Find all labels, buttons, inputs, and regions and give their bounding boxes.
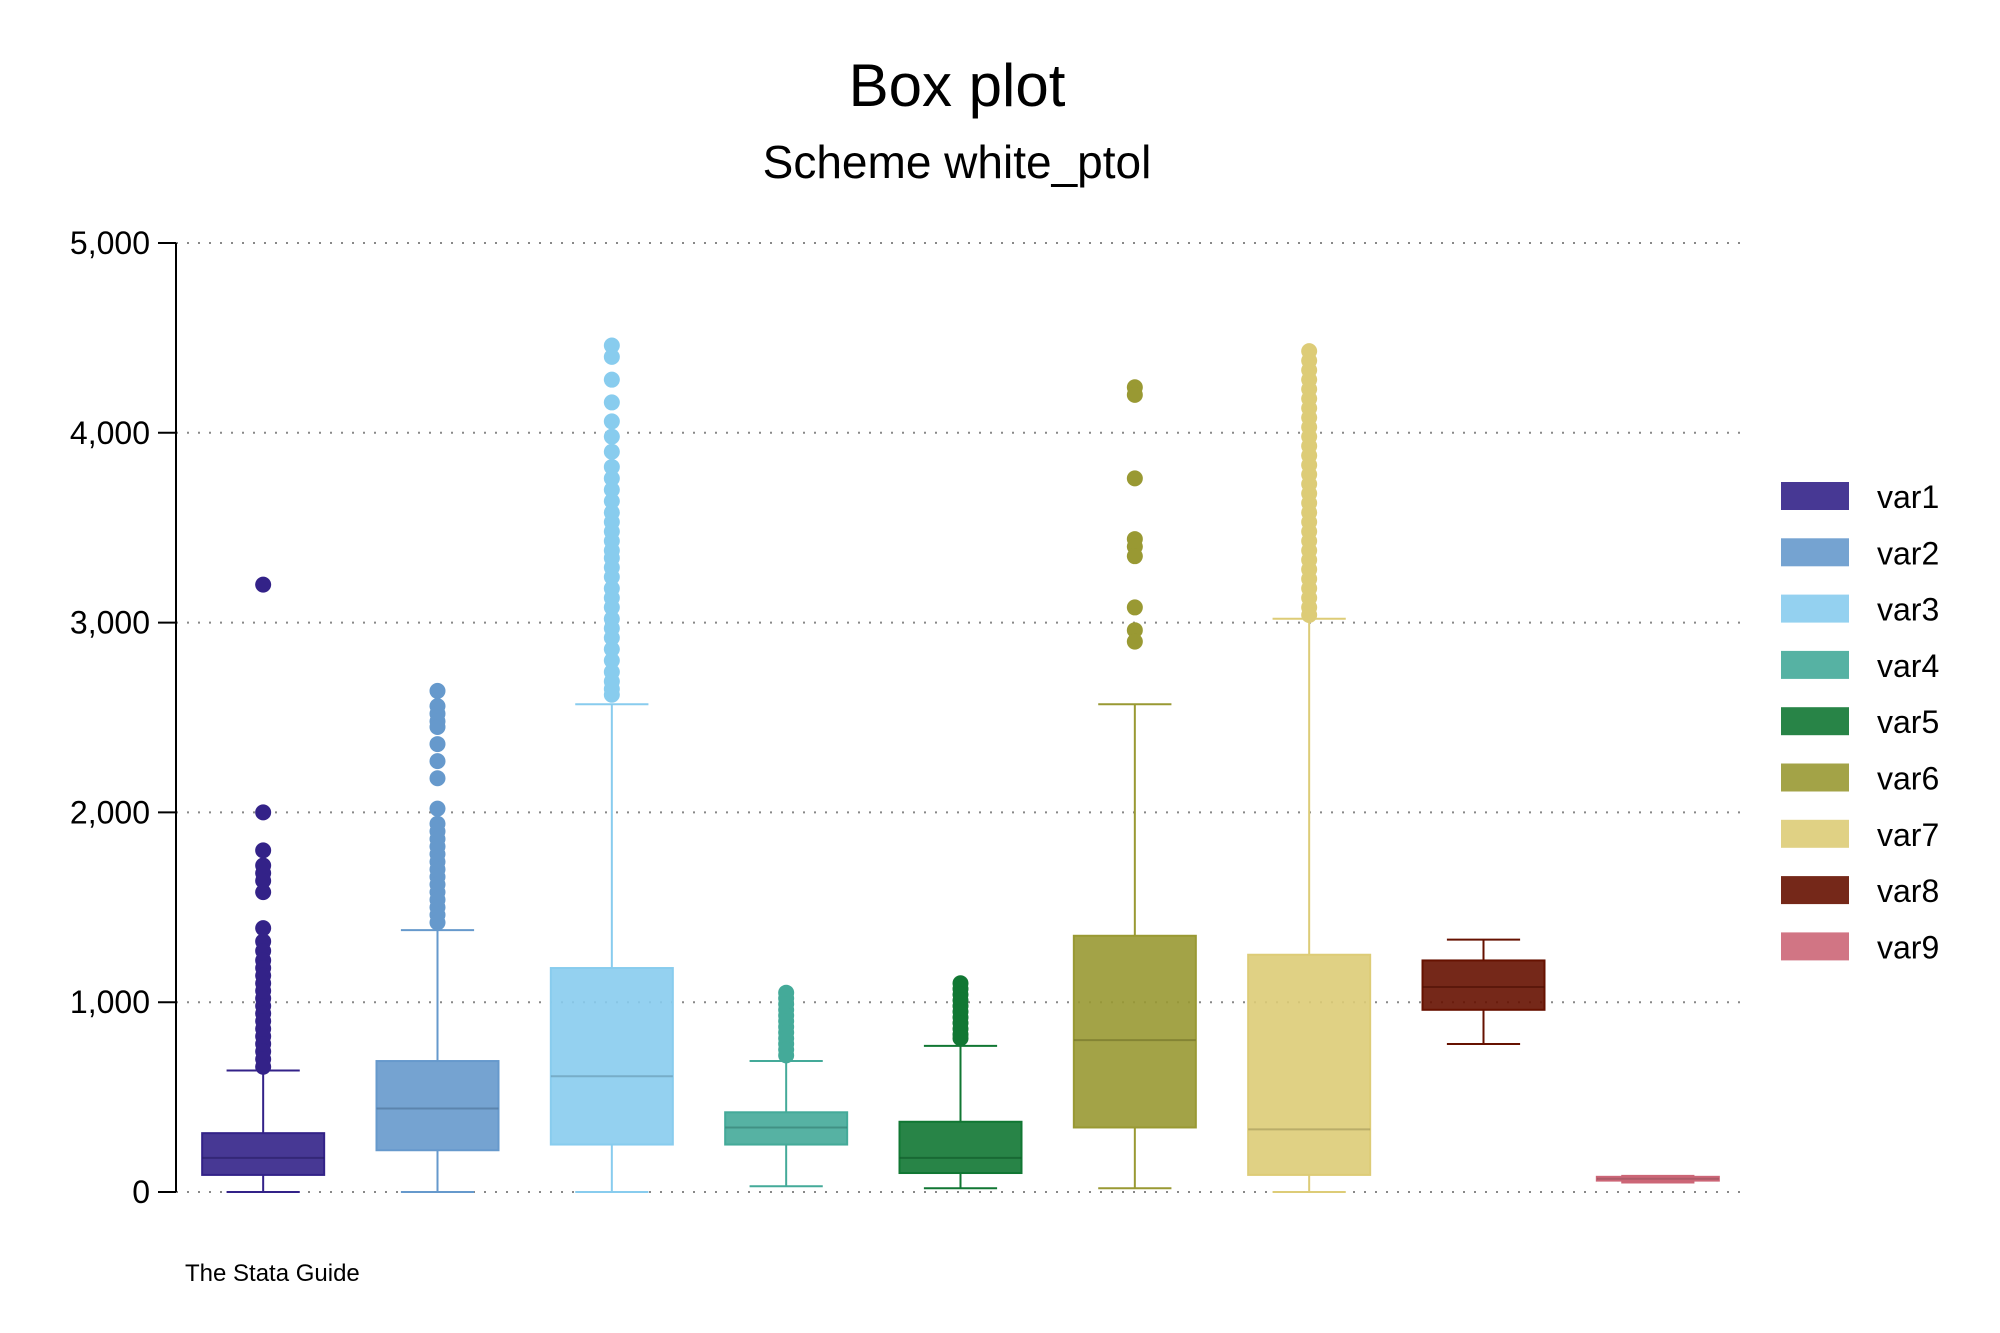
outlier-point: [603, 641, 620, 658]
legend-label: var4: [1877, 648, 1939, 684]
box-body: [549, 967, 674, 1146]
legend-item-var6: var6: [1781, 761, 1939, 797]
y-tick-label: 1,000: [70, 984, 150, 1020]
outlier-point: [429, 753, 446, 770]
outlier-point: [1126, 548, 1143, 565]
legend-swatch: [1781, 819, 1849, 848]
box-var7: [1247, 343, 1372, 1193]
legend-label: var7: [1877, 817, 1939, 853]
outlier-point: [603, 428, 620, 445]
box-var9: [1595, 1174, 1720, 1184]
outlier-point: [603, 443, 620, 460]
box-var8: [1421, 938, 1546, 1045]
outlier-point: [603, 481, 620, 498]
legend-swatch: [1781, 876, 1849, 905]
outlier-point: [603, 493, 620, 510]
legend-swatch: [1781, 538, 1849, 567]
outlier-point: [1126, 633, 1143, 650]
outlier-point: [429, 800, 446, 817]
outlier-point: [952, 1030, 969, 1047]
boxes: [201, 337, 1720, 1193]
box-var4: [724, 984, 849, 1188]
outlier-point: [1126, 599, 1143, 616]
outlier-point: [1126, 622, 1143, 639]
legend-swatch: [1781, 594, 1849, 623]
legend-item-var8: var8: [1781, 873, 1939, 909]
outlier-point: [255, 576, 272, 593]
legend-item-var4: var4: [1781, 648, 1939, 684]
chart-subtitle: Scheme white_ptol: [763, 136, 1152, 188]
outlier-point: [429, 682, 446, 699]
box-body: [1072, 934, 1197, 1129]
outlier-point: [603, 348, 620, 365]
legend-item-var3: var3: [1781, 592, 1939, 628]
outlier-point: [603, 337, 620, 354]
outlier-point: [255, 804, 272, 821]
legend-swatch: [1781, 482, 1849, 510]
legend-label: var1: [1877, 479, 1939, 515]
outlier-point: [255, 1058, 272, 1075]
legend-label: var9: [1877, 929, 1939, 965]
y-tick-label: 5,000: [70, 225, 150, 261]
legend-swatch: [1781, 707, 1849, 736]
outlier-point: [603, 599, 620, 616]
legend-item-var1: var1: [1781, 479, 1939, 515]
box-body: [375, 1060, 500, 1152]
box-var2: [375, 682, 500, 1193]
outlier-point: [1301, 607, 1318, 624]
outlier-point: [429, 736, 446, 753]
legend-swatch: [1781, 650, 1849, 679]
outlier-point: [429, 718, 446, 735]
outlier-point: [603, 629, 620, 646]
box-var6: [1072, 379, 1197, 1190]
outlier-point: [429, 914, 446, 931]
box-body: [201, 1132, 326, 1176]
outlier-point: [255, 884, 272, 901]
outlier-point: [255, 872, 272, 889]
legend-label: var5: [1877, 704, 1939, 740]
box-var1: [201, 576, 326, 1193]
legend-label: var2: [1877, 535, 1939, 571]
outlier-point: [603, 569, 620, 586]
chart-note: The Stata Guide: [185, 1260, 360, 1287]
box-body: [1421, 959, 1546, 1011]
outlier-point: [603, 371, 620, 388]
outlier-point: [603, 394, 620, 411]
outlier-point: [429, 770, 446, 787]
outlier-point: [1126, 470, 1143, 487]
y-tick-label: 4,000: [70, 415, 150, 451]
outlier-point: [603, 458, 620, 475]
legend-swatch: [1781, 763, 1849, 792]
legend-item-var9: var9: [1781, 929, 1939, 965]
legend-label: var6: [1877, 761, 1939, 797]
y-tick-label: 3,000: [70, 605, 150, 641]
y-tick-label: 2,000: [70, 794, 150, 830]
y-tick-label: 0: [132, 1174, 150, 1210]
outlier-point: [603, 686, 620, 703]
box-body: [1247, 953, 1372, 1176]
legend-item-var7: var7: [1781, 817, 1939, 853]
legend-item-var5: var5: [1781, 704, 1939, 740]
outlier-point: [778, 1047, 795, 1064]
box-var3: [549, 337, 674, 1193]
legend-label: var8: [1877, 873, 1939, 909]
y-axis: 0 1,000 2,000 3,000 4,000 5,000: [70, 225, 177, 1210]
legend-label: var3: [1877, 592, 1939, 628]
outlier-point: [255, 920, 272, 937]
legend-item-var2: var2: [1781, 535, 1939, 571]
box-body: [898, 1120, 1023, 1175]
outlier-point: [603, 413, 620, 430]
outlier-point: [255, 842, 272, 859]
outlier-point: [603, 652, 620, 669]
outlier-point: [603, 470, 620, 487]
box-var5: [898, 975, 1023, 1190]
legend: var1 var2 var3 var4 var5 var6 var7 var8 var9: [1781, 479, 1939, 965]
outlier-point: [1126, 386, 1143, 403]
legend-swatch: [1781, 932, 1849, 961]
chart-title: Box plot: [849, 52, 1066, 119]
